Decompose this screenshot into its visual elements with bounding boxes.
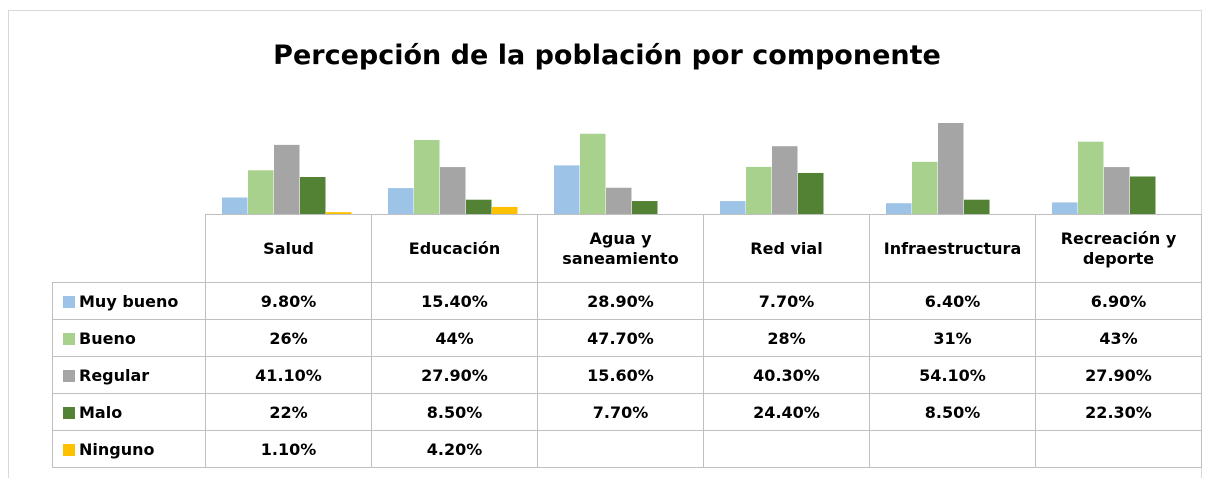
bar: [580, 133, 606, 214]
category-label: Salud: [205, 214, 372, 283]
legend-label: Muy bueno: [79, 291, 179, 311]
value-cell: [1035, 430, 1202, 468]
bar: [222, 197, 248, 214]
category-label: Agua y saneamiento: [537, 214, 704, 283]
bar: [938, 123, 964, 214]
bar: [1078, 141, 1104, 214]
value-cell: 4.20%: [371, 430, 538, 468]
data-row: Ninguno 1.10% 4.20%: [52, 430, 1202, 468]
bar: [414, 139, 440, 214]
header-row: Salud Educación Agua y saneamiento Red vial…: [52, 214, 1202, 283]
value-cell: 44%: [371, 319, 538, 357]
bar: [964, 199, 990, 214]
bar: [798, 172, 824, 214]
value-cell: 8.50%: [371, 393, 538, 431]
bar: [1052, 202, 1078, 214]
legend-entry: Bueno: [52, 319, 206, 357]
legend-label: Ninguno: [79, 439, 155, 459]
bar: [912, 161, 938, 214]
data-row: Muy bueno 9.80% 15.40% 28.90% 7.70% 6.40% 6.90…: [52, 282, 1202, 320]
value-cell: 9.80%: [205, 282, 372, 320]
legend-swatch: [63, 406, 75, 419]
bar: [554, 165, 580, 214]
bar: [1104, 167, 1130, 214]
value-cell: 26%: [205, 319, 372, 357]
corner-cell: [52, 214, 206, 283]
value-cell: 24.40%: [703, 393, 870, 431]
legend-entry: Ninguno: [52, 430, 206, 468]
value-cell: 47.70%: [537, 319, 704, 357]
legend-label: Regular: [79, 365, 150, 385]
value-cell: 40.30%: [703, 356, 870, 394]
bar: [248, 170, 274, 214]
bar: [274, 144, 300, 214]
value-cell: [537, 430, 704, 468]
value-cell: 41.10%: [205, 356, 372, 394]
data-row: Bueno 26% 44% 47.70% 28% 31% 43%: [52, 319, 1202, 357]
chart-frame: [8, 10, 1202, 478]
bar: [1130, 176, 1156, 214]
legend-entry: Muy bueno: [52, 282, 206, 320]
value-cell: [703, 430, 870, 468]
value-cell: 54.10%: [869, 356, 1036, 394]
legend-label: Malo: [79, 402, 123, 422]
legend-entry: Regular: [52, 356, 206, 394]
legend-label: Bueno: [79, 328, 136, 348]
value-cell: 43%: [1035, 319, 1202, 357]
data-row: Malo 22% 8.50% 7.70% 24.40% 8.50% 22.30%: [52, 393, 1202, 431]
bar: [772, 146, 798, 214]
bar: [746, 166, 772, 214]
bar: [388, 188, 414, 214]
legend-swatch: [63, 295, 75, 308]
category-label: Educación: [371, 214, 538, 283]
legend-swatch: [63, 369, 75, 382]
bar: [632, 201, 658, 214]
value-cell: 28%: [703, 319, 870, 357]
value-cell: 22%: [205, 393, 372, 431]
legend-swatch: [63, 332, 75, 345]
value-cell: 7.70%: [703, 282, 870, 320]
category-label: Red vial: [703, 214, 870, 283]
legend-entry: Malo: [52, 393, 206, 431]
value-cell: [869, 430, 1036, 468]
value-cell: 15.60%: [537, 356, 704, 394]
bar: [440, 167, 466, 214]
bar: [886, 203, 912, 214]
bar: [492, 206, 518, 214]
bar: [466, 199, 492, 214]
value-cell: 6.90%: [1035, 282, 1202, 320]
value-cell: 27.90%: [371, 356, 538, 394]
bar: [720, 201, 746, 214]
value-cell: 22.30%: [1035, 393, 1202, 431]
value-cell: 31%: [869, 319, 1036, 357]
category-label: Infraestructura: [869, 214, 1036, 283]
data-table: Salud Educación Agua y saneamiento Red vial…: [52, 214, 1202, 468]
category-label: Recreación y deporte: [1035, 214, 1202, 283]
bar: [300, 176, 326, 214]
value-cell: 7.70%: [537, 393, 704, 431]
bar: [606, 187, 632, 214]
value-cell: 6.40%: [869, 282, 1036, 320]
value-cell: 27.90%: [1035, 356, 1202, 394]
bar: [326, 212, 352, 214]
chart-title: Percepción de la población por component…: [273, 40, 941, 71]
value-cell: 15.40%: [371, 282, 538, 320]
data-row: Regular 41.10% 27.90% 15.60% 40.30% 54.10% 27.…: [52, 356, 1202, 394]
value-cell: 28.90%: [537, 282, 704, 320]
legend-swatch: [63, 443, 75, 456]
value-cell: 1.10%: [205, 430, 372, 468]
value-cell: 8.50%: [869, 393, 1036, 431]
